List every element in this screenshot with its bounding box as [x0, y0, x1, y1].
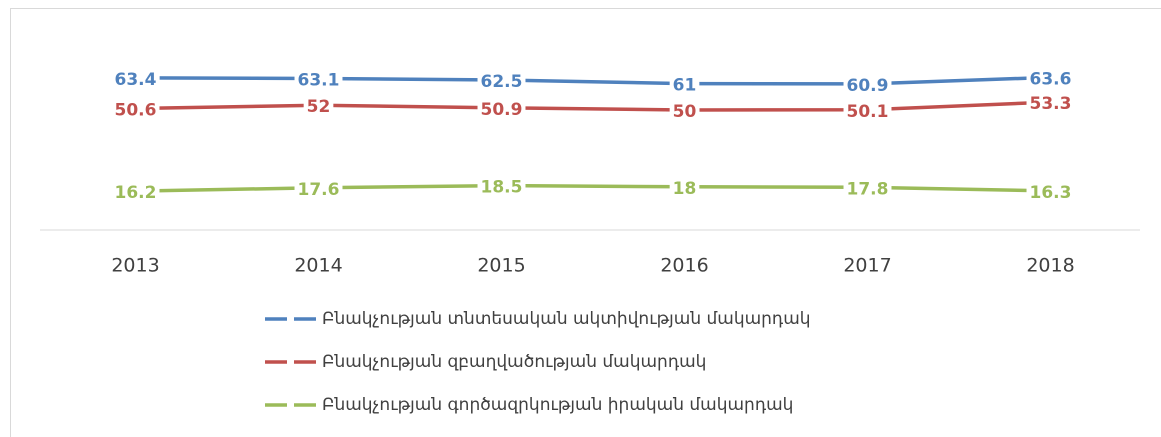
data-label-group: 61: [669, 74, 700, 97]
data-label: 62.5: [481, 72, 523, 92]
data-label-group: 16.2: [111, 182, 160, 205]
data-label-group: 62.5: [477, 71, 526, 93]
data-label: 63.1: [298, 71, 340, 91]
data-label-bg: [477, 176, 526, 199]
data-label-bg: [111, 182, 160, 205]
data-label-group: 18.5: [477, 176, 526, 199]
data-label: 16.2: [115, 183, 157, 203]
data-label-bg: [669, 74, 700, 97]
data-label-bg: [843, 178, 892, 201]
data-label-bg: [303, 96, 334, 119]
data-label-bg: [669, 177, 700, 200]
data-label-bg: [111, 68, 160, 91]
data-label-bg: [294, 178, 343, 201]
x-tick-label: 2014: [294, 255, 342, 277]
data-label-bg: [294, 69, 343, 92]
data-label-group: 63.6: [1026, 68, 1075, 91]
data-label-group: 50.6: [111, 99, 160, 122]
legend-label: Բնակչության զբաղվածության մակարդակ: [322, 352, 706, 372]
series-line: [135, 100, 1051, 112]
data-label-bg: [1026, 68, 1075, 91]
data-label-bg: [843, 100, 892, 123]
data-label: 53.3: [1030, 94, 1072, 114]
data-label: 17.6: [298, 180, 340, 200]
data-label-bg: [477, 98, 526, 121]
x-tick-label: 2015: [477, 255, 525, 277]
legend-label: Բնակչության գործազրկության իրական մակարդ…: [322, 395, 793, 415]
data-label-group: 18: [669, 177, 700, 200]
data-label: 50.6: [115, 101, 157, 121]
data-label-bg: [843, 74, 892, 97]
data-label-bg: [111, 99, 160, 122]
data-label-bg: [669, 101, 700, 123]
data-label-group: 17.8: [843, 178, 892, 201]
data-label: 50.9: [481, 100, 523, 120]
data-label: 61: [673, 76, 697, 96]
x-tick-label: 2013: [111, 255, 159, 277]
data-label: 63.4: [115, 70, 157, 90]
x-tick-label: 2017: [843, 255, 891, 277]
data-label: 50.1: [847, 102, 889, 122]
series-line: [135, 183, 1051, 193]
data-label: 18.5: [481, 178, 523, 198]
data-label-group: 63.4: [111, 68, 160, 91]
data-label: 60.9: [847, 76, 889, 96]
data-label-group: 50: [669, 101, 700, 123]
data-label-group: 16.3: [1026, 181, 1075, 204]
data-label: 63.6: [1030, 69, 1072, 89]
data-label-group: 52: [303, 96, 334, 119]
data-label-group: 60.9: [843, 74, 892, 97]
data-label-group: 53.3: [1026, 93, 1075, 116]
x-tick-label: 2018: [1026, 255, 1074, 277]
data-label-group: 63.1: [294, 69, 343, 92]
data-label: 52: [307, 97, 331, 117]
series-line: [135, 75, 1051, 86]
data-label-group: 50.9: [477, 98, 526, 121]
data-label-group: 50.1: [843, 100, 892, 123]
data-label-group: 17.6: [294, 178, 343, 201]
chart-border: [10, 8, 1161, 437]
x-tick-label: 2016: [660, 255, 708, 277]
data-label-bg: [1026, 93, 1075, 116]
legend-label: Բնակչության տնտեսական ակտիվության մակարդ…: [322, 309, 811, 329]
data-label-bg: [477, 71, 526, 93]
data-label: 16.3: [1030, 183, 1072, 203]
data-label: 17.8: [847, 179, 889, 199]
data-label-bg: [1026, 181, 1075, 204]
data-label: 50: [673, 102, 697, 122]
data-label: 18: [673, 179, 697, 199]
